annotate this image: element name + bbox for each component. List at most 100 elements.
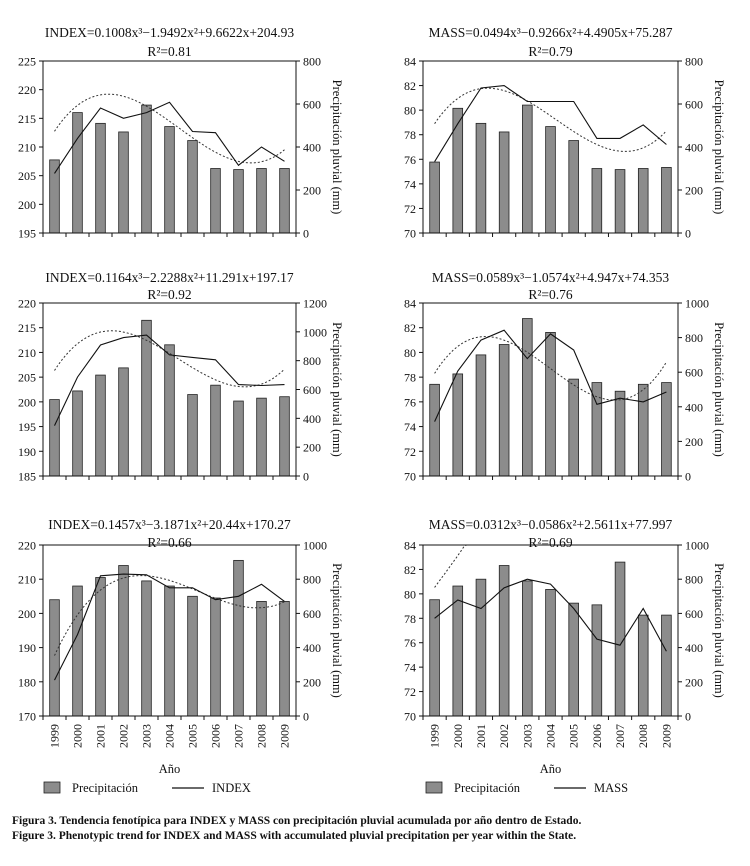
right-tick-label: 800 (303, 573, 321, 587)
left-tick-label: 72 (404, 445, 416, 459)
left-tick-label: 72 (404, 202, 416, 216)
plot-frame (422, 302, 679, 477)
year-tick-label: 2007 (613, 724, 627, 748)
index-line (54, 101, 285, 174)
right-tick-label: 200 (685, 184, 703, 198)
left-tick-label: 70 (404, 470, 416, 484)
precipitation-bar (233, 400, 244, 477)
right-axis-label: Precipitación pluvial (mm) (330, 322, 344, 457)
left-tick-label: 195 (18, 420, 36, 434)
left-tick-label: 70 (404, 227, 416, 241)
r-squared-label: R²=0.69 (528, 535, 573, 550)
right-tick-label: 400 (685, 141, 703, 155)
precipitation-bar (210, 384, 221, 477)
precipitation-bar (95, 122, 106, 234)
right-tick-label: 0 (685, 710, 691, 724)
right-tick-label: 600 (685, 366, 703, 380)
precipitation-bar (118, 565, 129, 717)
year-tick-label: 2005 (186, 724, 200, 748)
right-tick-label: 1000 (303, 325, 327, 339)
right-tick-label: 0 (685, 227, 691, 241)
chart-panel-5: INDEX=0.1457x³−3.1871x²+20.44x+170.27 R²=… (18, 517, 344, 776)
right-tick-label: 0 (303, 227, 309, 241)
left-tick-label: 82 (404, 79, 416, 93)
right-axis-label: Precipitación pluvial (mm) (712, 563, 726, 698)
chart-title: MASS=0.0494x³−0.9266x²+4.4905x+75.287 (428, 25, 672, 40)
precipitation-bar (279, 168, 290, 234)
precipitation-bar (233, 559, 244, 717)
left-tick-label: 82 (404, 321, 416, 335)
precipitation-bar (637, 614, 649, 717)
precipitation-bar (210, 168, 221, 234)
left-tick-label: 210 (18, 573, 36, 587)
left-tick-label: 180 (18, 675, 36, 689)
precipitation-bar (118, 131, 129, 234)
chart-title: MASS=0.0312x³−0.0586x²+2.5611x+77.997 (429, 517, 673, 532)
left-tick-label: 210 (18, 346, 36, 360)
year-tick-label: 2002 (497, 724, 511, 748)
x-axis-label: Año (159, 762, 181, 776)
right-axis-label: Precipitación pluvial (mm) (330, 80, 344, 215)
year-tick-label: 2007 (232, 724, 246, 748)
left-tick-label: 72 (404, 685, 416, 699)
caption-spanish: Figura 3. Tendencia fenotípica para INDE… (12, 815, 582, 827)
right-tick-label: 1000 (303, 539, 327, 553)
precipitation-bar (279, 601, 290, 717)
left-tick-label: 84 (404, 297, 416, 311)
right-axis-label: Precipitación pluvial (mm) (712, 80, 726, 215)
precipitation-bar (72, 585, 83, 717)
precipitation-bar (95, 577, 106, 717)
trend-curve (434, 87, 667, 152)
right-tick-label: 800 (685, 573, 703, 587)
left-tick-label: 190 (18, 641, 36, 655)
precipitation-bar (452, 373, 464, 477)
left-tick-label: 78 (404, 128, 416, 142)
precipitation-bar (475, 122, 487, 234)
right-tick-label: 1200 (303, 297, 327, 311)
left-tick-label: 195 (18, 227, 36, 241)
chart-panel-3: INDEX=0.1164x³−2.2288x²+11.291x+197.17 R²… (18, 270, 344, 484)
right-tick-label: 600 (303, 98, 321, 112)
precipitation-bar (187, 394, 198, 477)
year-tick-label: 2000 (451, 724, 465, 748)
year-tick-label: 2008 (636, 724, 650, 748)
precipitation-bar (164, 126, 175, 234)
left-tick-label: 200 (18, 198, 36, 212)
precipitation-bar (95, 374, 106, 477)
year-tick-label: 2004 (544, 724, 558, 748)
right-axis-label: Precipitación pluvial (mm) (330, 563, 344, 698)
legend-left: Precipitación INDEX (43, 781, 251, 795)
mass-line (434, 85, 667, 162)
left-tick-label: 78 (404, 371, 416, 385)
legend-bar-label: Precipitación (454, 781, 521, 795)
precipitation-bar (429, 599, 440, 717)
right-tick-label: 0 (303, 470, 309, 484)
index-line (54, 573, 285, 681)
precipitation-bar (661, 382, 672, 477)
precipitation-bar (661, 614, 672, 717)
r-squared-label: R²=0.92 (147, 287, 191, 302)
left-tick-label: 215 (18, 321, 36, 335)
left-tick-label: 210 (18, 141, 36, 155)
year-tick-label: 2004 (163, 724, 177, 748)
precipitation-bar (545, 126, 556, 234)
r-squared-label: R²=0.66 (147, 535, 192, 550)
r-squared-label: R²=0.79 (528, 44, 573, 59)
right-tick-label: 0 (685, 470, 691, 484)
precipitation-bar (522, 104, 533, 234)
chart-panel-1: INDEX=0.1008x³−1.9492x²+9.6622x+204.93 R²… (18, 25, 344, 241)
right-tick-label: 600 (685, 607, 703, 621)
trend-curve (434, 335, 667, 401)
left-tick-label: 78 (404, 612, 416, 626)
year-tick-label: 1999 (48, 724, 62, 748)
right-tick-label: 1000 (685, 539, 709, 553)
precipitation-bar (661, 167, 672, 234)
right-axis-label: Precipitación pluvial (mm) (712, 322, 726, 457)
year-tick-label: 2001 (474, 724, 488, 748)
trend-curve (54, 93, 285, 164)
mass-line (434, 329, 667, 422)
precipitation-bar (210, 597, 221, 717)
precipitation-bar (614, 390, 626, 477)
precipitation-bar (568, 602, 579, 717)
year-tick-label: 2009 (659, 724, 673, 748)
